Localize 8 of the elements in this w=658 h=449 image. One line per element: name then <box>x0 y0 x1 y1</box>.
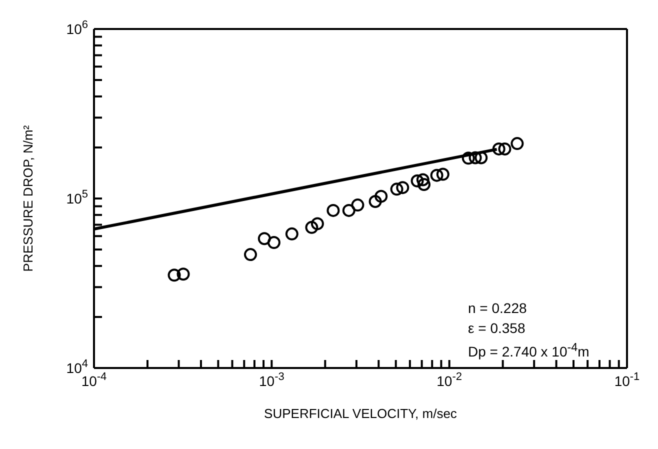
x-tick-label: 10$^{-3}$ <box>258 371 284 389</box>
y-tick-label: 10$^{6}$ <box>66 19 88 37</box>
parameter-note: n = 0.228 ε = 0.358 Dp = 2.740 x 10$^{-4}$m <box>468 299 590 362</box>
x-tick-label: 10$^{-1}$ <box>614 371 640 389</box>
y-tick-label: 10$^{5}$ <box>66 188 88 206</box>
y-axis-title: PRESSURE DROP, N/m² <box>20 124 36 272</box>
x-tick-label: 10$^{-2}$ <box>436 371 462 389</box>
x-axis-title: SUPERFICIAL VELOCITY, m/sec <box>264 406 458 421</box>
